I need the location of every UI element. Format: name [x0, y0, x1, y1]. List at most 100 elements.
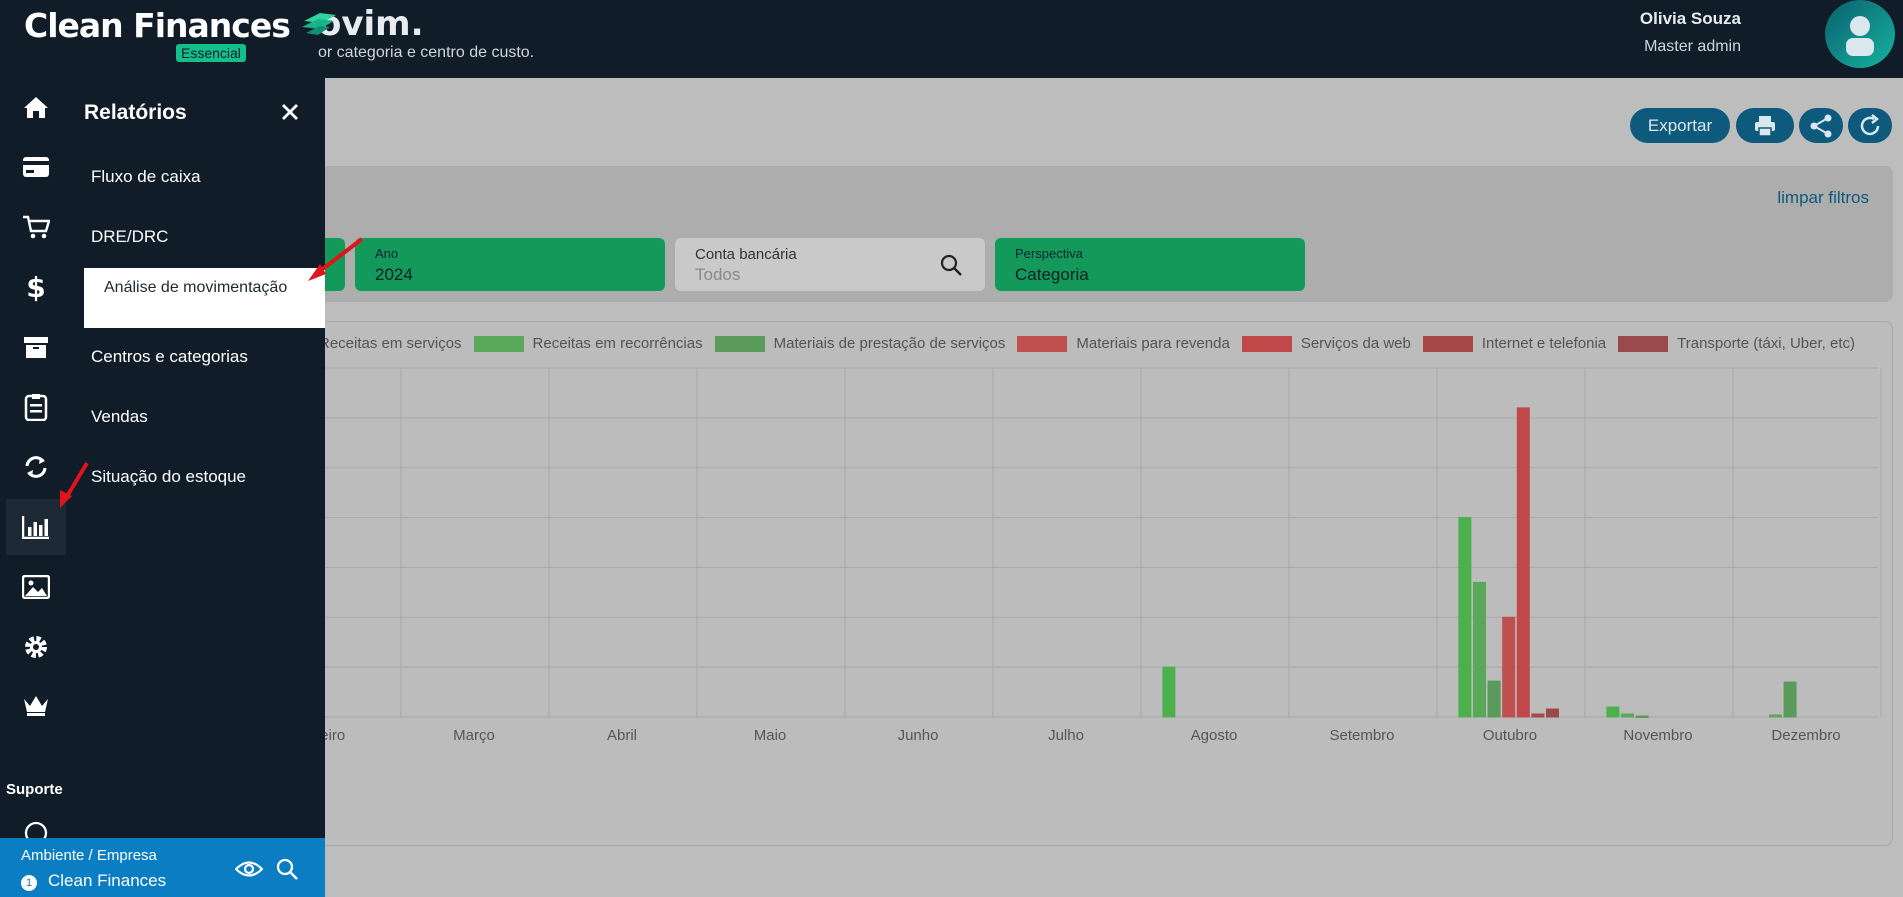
chart-bar[interactable] — [1531, 713, 1545, 718]
search-icon[interactable] — [939, 253, 963, 277]
drawer-item-dre[interactable]: DRE/DRC — [91, 227, 169, 246]
reports-drawer: Relatórios Fluxo de caixa DRE/DRC Anális… — [72, 78, 325, 838]
x-tick-label: Dezembro — [1771, 727, 1840, 744]
chart-bar[interactable] — [1546, 708, 1559, 718]
refresh-button[interactable] — [1848, 108, 1892, 143]
chart-legend: Receitas em serviços Receitas em recorrên… — [319, 335, 1855, 352]
avatar[interactable] — [1825, 0, 1895, 68]
close-button[interactable] — [280, 102, 300, 127]
app-brand: Clean Finances — [24, 6, 291, 45]
legend-swatch — [1618, 335, 1669, 352]
printer-icon — [1755, 115, 1775, 137]
sidebar-item-home[interactable] — [6, 79, 66, 135]
environment-name: Clean Finances — [48, 871, 167, 890]
refresh-icon — [1860, 113, 1880, 135]
sidebar-item-purchases[interactable] — [6, 199, 66, 255]
user-icon — [1846, 16, 1874, 56]
sidebar-item-finance[interactable]: $ — [6, 259, 66, 315]
x-tick-label: Julho — [1048, 727, 1084, 744]
cart-icon — [23, 215, 50, 239]
legend-label: Receitas em serviços — [319, 335, 462, 352]
sidebar-item-recurring[interactable] — [6, 439, 66, 495]
chart-bar[interactable] — [1606, 706, 1620, 718]
legend-item[interactable]: Internet e telefonia — [1422, 335, 1607, 352]
top-bar: ovim. or categoria e centro de custo. Ol… — [0, 0, 1903, 78]
drawer-item-centers-categories[interactable]: Centros e categorias — [91, 347, 248, 366]
eye-icon[interactable] — [235, 860, 263, 878]
sidebar-item-orders[interactable] — [6, 379, 66, 435]
share-button[interactable] — [1799, 108, 1843, 143]
bank-account-label: Conta bancária — [695, 246, 797, 263]
legend-label: Internet e telefonia — [1481, 335, 1607, 352]
legend-item[interactable]: Transporte (táxi, Uber, etc) — [1618, 335, 1855, 352]
export-button[interactable]: Exportar — [1630, 108, 1730, 143]
bar-chart-icon — [22, 516, 49, 539]
chart-bar[interactable] — [1458, 517, 1472, 718]
chart-bar[interactable] — [1516, 407, 1530, 718]
clear-filters-link[interactable]: limpar filtros — [1777, 188, 1869, 207]
chart-bar[interactable] — [1783, 681, 1797, 718]
environment-bar[interactable]: Ambiente / Empresa 1 Clean Finances — [0, 838, 325, 897]
sidebar-rail: $ Suporte — [0, 0, 72, 897]
legend-swatch — [1422, 335, 1473, 352]
brand-logo-icon — [302, 13, 337, 35]
legend-item[interactable]: Receitas em recorrências — [473, 335, 703, 352]
bank-account-input[interactable]: Todos — [695, 265, 741, 284]
archive-icon — [24, 337, 48, 358]
environment-index: 1 — [21, 875, 37, 891]
x-tick-label: Março — [453, 727, 495, 744]
legend-label: Receitas em recorrências — [532, 335, 703, 352]
app-logo[interactable]: Clean Finances — [24, 6, 338, 45]
home-icon — [24, 97, 48, 118]
perspective-field[interactable]: Perspectiva Categoria — [995, 238, 1305, 291]
user-name[interactable]: Olivia Souza — [1639, 9, 1741, 28]
sidebar-item-cards[interactable] — [6, 139, 66, 195]
search-icon[interactable] — [275, 857, 299, 881]
page-title: ovim. — [318, 4, 424, 44]
legend-item[interactable]: Serviços da web — [1241, 335, 1411, 352]
x-tick-label: Abril — [607, 727, 637, 744]
legend-item[interactable]: Materiais para revenda — [1017, 335, 1230, 352]
support-label[interactable]: Suporte — [6, 781, 63, 798]
gear-icon — [25, 636, 47, 658]
chart-bar[interactable] — [1621, 713, 1634, 718]
perspective-label: Perspectiva — [1015, 246, 1083, 261]
drawer-item-movement-analysis[interactable]: Análise de movimentação — [84, 268, 325, 328]
drawer-item-sales[interactable]: Vendas — [91, 407, 148, 426]
bank-account-field[interactable]: Conta bancária Todos — [675, 238, 985, 291]
x-tick-label: Novembro — [1623, 727, 1692, 744]
environment-label: Ambiente / Empresa — [21, 847, 157, 864]
legend-item[interactable]: Materiais de prestação de serviços — [714, 335, 1006, 352]
legend-swatch — [714, 335, 765, 352]
chart-bar[interactable] — [1473, 581, 1486, 718]
perspective-value: Categoria — [1015, 265, 1089, 284]
year-field[interactable]: Ano 2024 — [355, 238, 665, 291]
chart-bar[interactable] — [1162, 666, 1176, 718]
legend-label: Materiais para revenda — [1076, 335, 1230, 352]
image-icon — [22, 575, 50, 599]
legend-label: Materiais de prestação de serviços — [773, 335, 1006, 352]
sidebar-item-reports[interactable] — [6, 499, 66, 555]
chart-bar[interactable] — [1502, 616, 1516, 718]
legend-item[interactable]: Receitas em serviços — [319, 335, 462, 352]
chart-bar[interactable] — [1487, 680, 1501, 718]
sidebar-item-premium[interactable] — [6, 677, 66, 733]
sidebar-item-media[interactable] — [6, 559, 66, 615]
drawer-item-stock-status[interactable]: Situação do estoque — [91, 467, 247, 486]
drawer-item-cash-flow[interactable]: Fluxo de caixa — [91, 167, 201, 186]
sidebar-item-inventory[interactable] — [6, 319, 66, 375]
legend-label: Transporte (táxi, Uber, etc) — [1677, 335, 1855, 352]
page-subtitle: or categoria e centro de custo. — [318, 44, 535, 61]
print-button[interactable] — [1736, 108, 1794, 143]
dollar-icon: $ — [26, 272, 45, 302]
chart-bar[interactable] — [1635, 715, 1649, 719]
annotation-arrow — [308, 237, 364, 281]
plan-badge: Essencial — [176, 44, 246, 62]
year-label: Ano — [375, 246, 399, 261]
svg-text:$: $ — [26, 272, 45, 302]
chart-canvas: ereiro Março Abril Maio Junho Julho Agosto Sete… — [252, 367, 1882, 744]
sidebar-item-settings[interactable] — [6, 619, 66, 675]
chart-bar[interactable] — [1769, 714, 1782, 718]
user-role: Master admin — [1644, 38, 1741, 55]
x-tick-label: Agosto — [1191, 727, 1238, 744]
